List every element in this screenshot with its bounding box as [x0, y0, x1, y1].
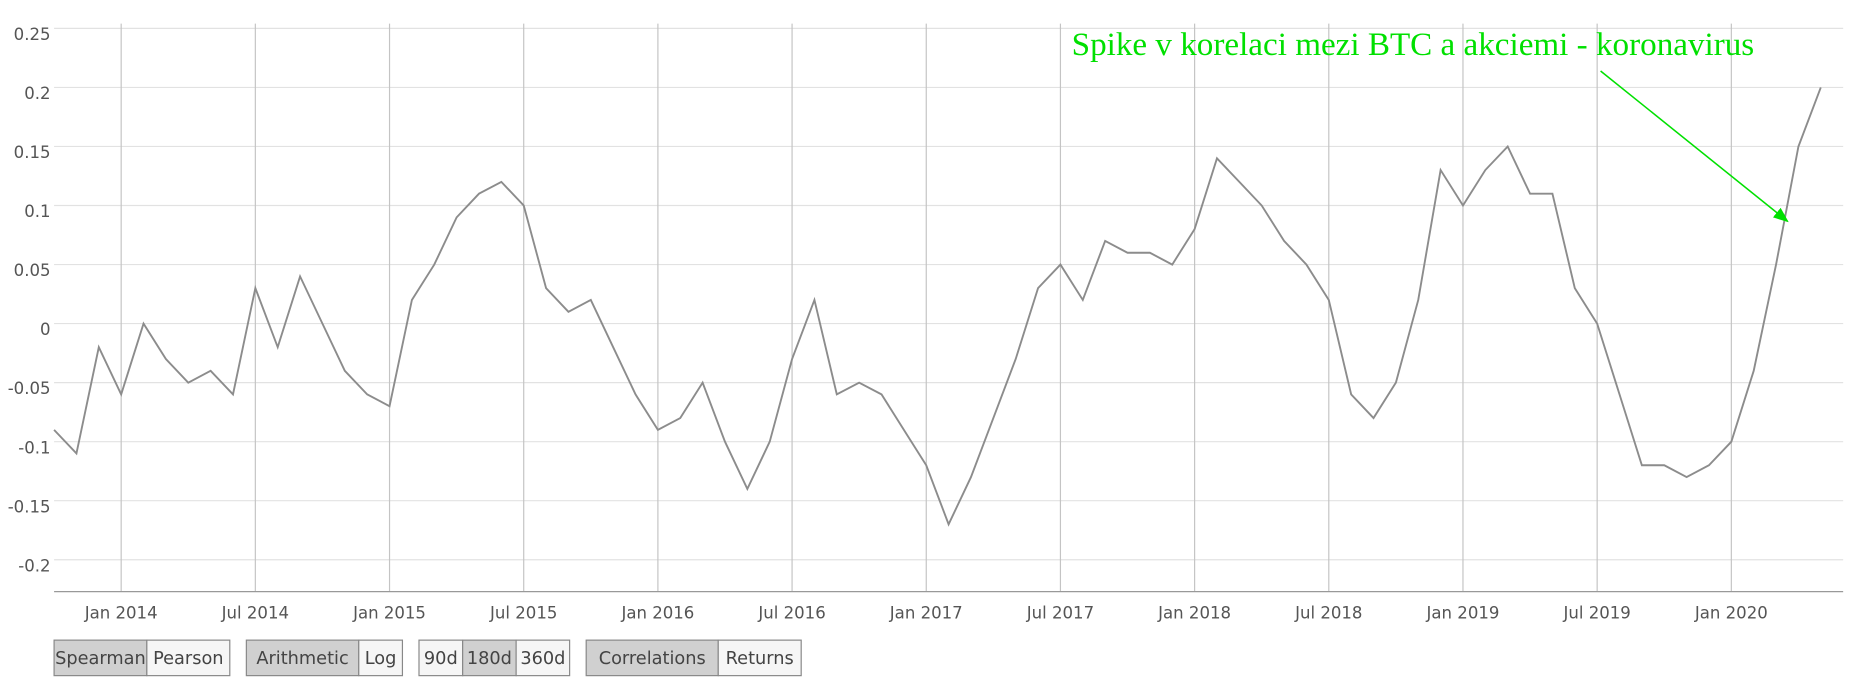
toggle-button[interactable]: 360d [515, 639, 571, 677]
x-tick-label: Jan 2020 [1694, 604, 1768, 623]
y-tick-label: 0.05 [14, 261, 51, 280]
button-bg [585, 639, 719, 677]
y-tick-label: -0.15 [8, 497, 51, 516]
button-label: Log [365, 649, 397, 669]
x-tick-label: Jan 2017 [889, 604, 963, 623]
toggle-button[interactable]: 90d [418, 639, 464, 677]
x-tick-label: Jul 2016 [757, 604, 825, 623]
x-tick-label: Jan 2019 [1426, 604, 1500, 623]
annotation-arrow [1600, 70, 1789, 223]
x-tick-label: Jul 2014 [221, 604, 289, 623]
button-bg [515, 639, 571, 677]
button-label: Pearson [153, 649, 223, 669]
button-label: 180d [467, 649, 512, 669]
button-bg [717, 639, 802, 677]
y-tick-label: -0.05 [8, 379, 51, 398]
button-bg [462, 639, 517, 677]
annotation: Spike v korelaci mezi BTC a akciemi - ko… [1072, 26, 1755, 63]
button-label: Returns [726, 649, 794, 669]
x-tick-label: Jan 2014 [84, 604, 158, 623]
y-tick-label: -0.1 [18, 438, 50, 457]
toggle-button[interactable]: Returns [717, 639, 802, 677]
button-label: 360d [520, 649, 565, 669]
button-bg [53, 639, 148, 677]
y-tick-label: -0.2 [18, 556, 50, 575]
x-tick-label: Jul 2018 [1294, 604, 1362, 623]
toggle-button[interactable]: Pearson [146, 639, 231, 677]
button-label: Correlations [599, 649, 706, 669]
x-tick-label: Jan 2018 [1157, 604, 1231, 623]
button-group: Spearman Pearson [53, 639, 231, 677]
toggle-button[interactable]: Arithmetic [245, 639, 360, 677]
button-group: Arithmetic Log [245, 639, 404, 677]
button-label: Arithmetic [256, 649, 348, 669]
y-tick-label: 0.1 [24, 202, 50, 221]
x-tick-label: Jul 2019 [1562, 604, 1630, 623]
button-bg [245, 639, 360, 677]
button-bg [358, 639, 404, 677]
button-bg [146, 639, 231, 677]
button-group: 90d 180d 360d [418, 639, 571, 677]
toggle-button[interactable]: Spearman [53, 639, 148, 677]
x-tick-label: Jul 2017 [1026, 604, 1094, 623]
button-label: Spearman [55, 649, 146, 669]
y-tick-label: 0 [40, 320, 51, 339]
x-tick-label: Jan 2016 [620, 604, 694, 623]
toggle-button[interactable]: Correlations [585, 639, 719, 677]
toggle-button[interactable]: Log [358, 639, 404, 677]
button-label: 90d [424, 649, 458, 669]
button-group: Correlations Returns [585, 639, 802, 677]
series-line [53, 87, 1822, 527]
y-tick-label: 0.15 [14, 143, 51, 162]
x-tick-label: Jan 2015 [352, 604, 426, 623]
y-tick-label: 0.25 [14, 25, 51, 44]
x-tick-label: Jul 2015 [489, 604, 557, 623]
toggle-button[interactable]: 180d [462, 639, 517, 677]
y-tick-label: 0.2 [24, 84, 50, 103]
